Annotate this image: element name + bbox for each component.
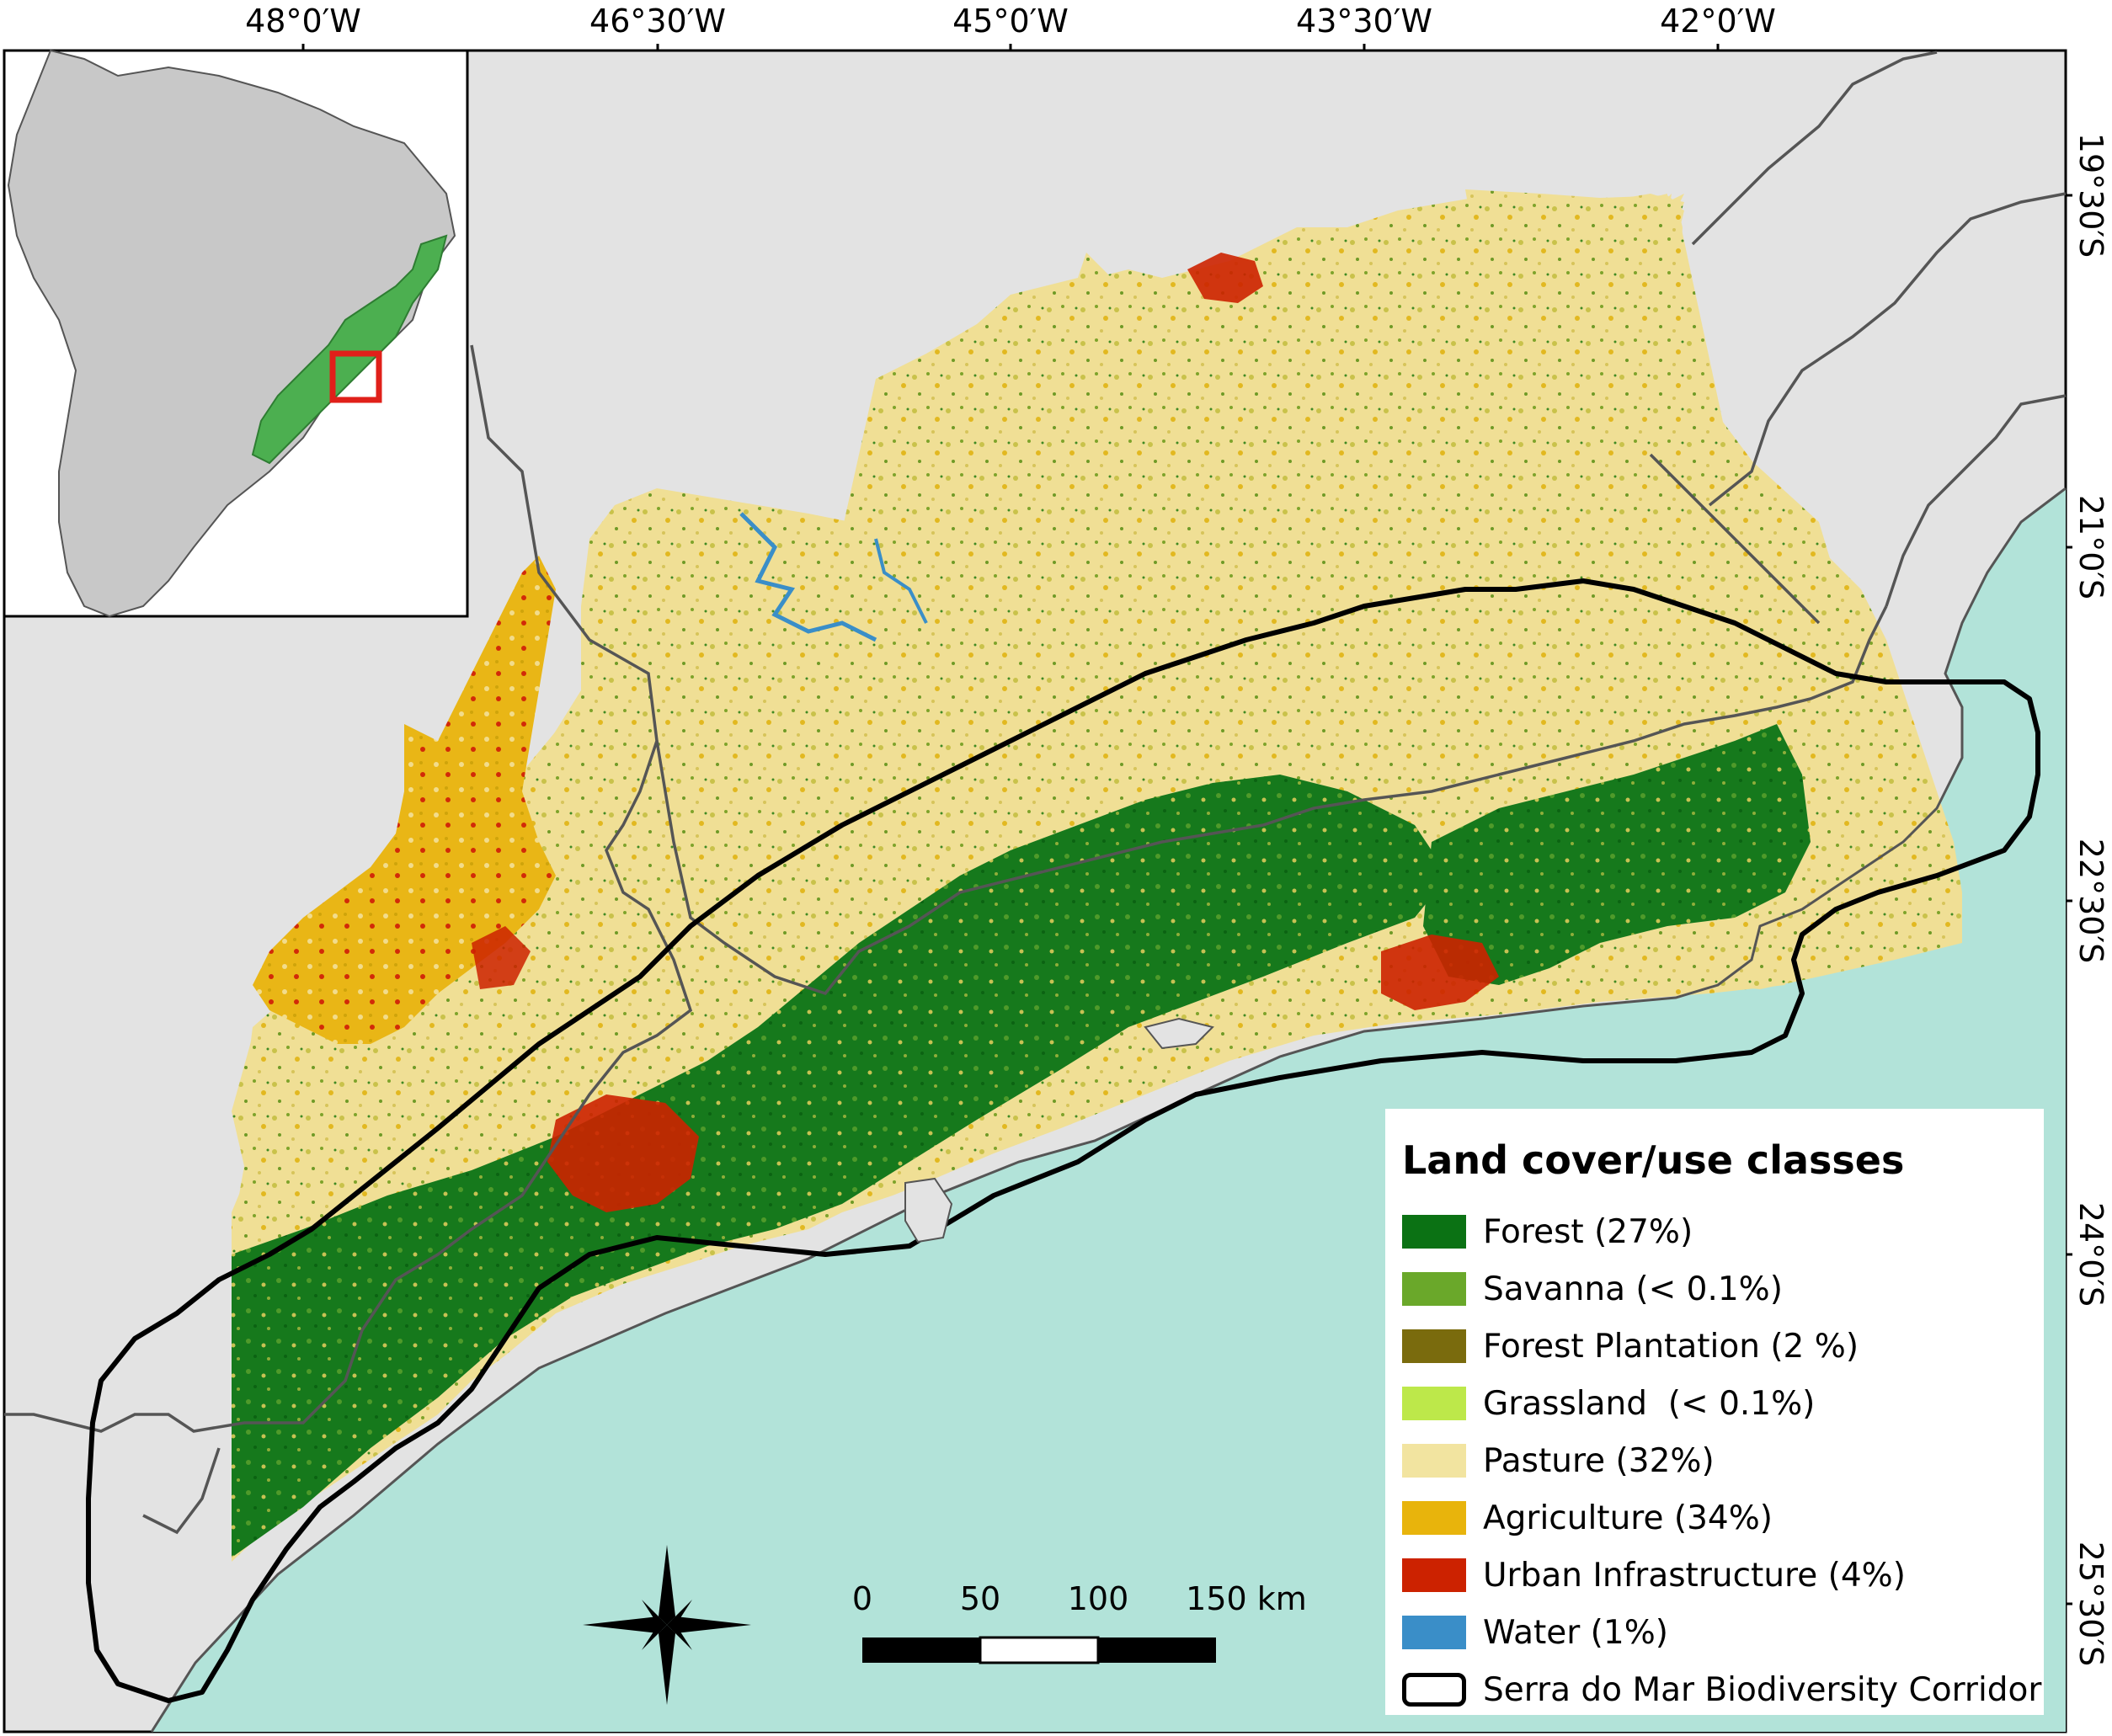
legend-label: Pasture (32%) <box>1483 1441 1715 1480</box>
legend-swatch <box>1402 1444 1466 1478</box>
legend-label: Forest Plantation (2 %) <box>1483 1327 1859 1366</box>
island-ilha-grande <box>1144 1017 1214 1050</box>
lon-label-2: 45°0′W <box>952 3 1069 40</box>
legend-swatch <box>1402 1272 1466 1306</box>
legend-label: Forest (27%) <box>1483 1212 1693 1251</box>
legend-swatch <box>1402 1387 1466 1420</box>
inset-map <box>3 49 469 618</box>
land-cover-forest-band <box>232 775 1448 1558</box>
lat-label-2: 22°30′S <box>2072 839 2109 963</box>
legend-item: Forest (27%) <box>1402 1203 2044 1260</box>
legend-label: Serra do Mar Biodiversity Corridor <box>1483 1670 2042 1709</box>
land-cover-forest-east <box>1423 724 1811 985</box>
legend-item: Forest Plantation (2 %) <box>1402 1318 2044 1375</box>
latitude-ticks <box>2066 194 2072 1606</box>
island-ilhabela <box>904 1177 953 1243</box>
scale-label-150: 150 km <box>1186 1580 1307 1617</box>
lon-label-4: 42°0′W <box>1660 3 1776 40</box>
lat-label-1: 21°0′S <box>2072 495 2109 599</box>
legend-item: Pasture (32%) <box>1402 1432 2044 1489</box>
land-cover-ne <box>1465 189 1853 741</box>
water-furnas <box>739 512 877 642</box>
state-boundaries <box>4 51 2067 1535</box>
urban-rio <box>1381 935 1499 1010</box>
lon-label-3: 43°30′W <box>1296 3 1432 40</box>
legend-swatch <box>1402 1501 1466 1535</box>
legend-item: Urban Infrastructure (4%) <box>1402 1547 2044 1604</box>
urban-bh <box>1187 253 1263 303</box>
compass-rose-icon <box>583 1545 751 1705</box>
legend-item: Agriculture (34%) <box>1402 1489 2044 1547</box>
scale-label-100: 100 <box>1068 1580 1129 1617</box>
legend-swatch <box>1402 1329 1466 1363</box>
legend-swatch <box>1402 1616 1466 1649</box>
legend-label: Agriculture (34%) <box>1483 1499 1773 1537</box>
legend-item: Savanna (< 0.1%) <box>1402 1260 2044 1318</box>
legend-label: Water (1%) <box>1483 1613 1668 1652</box>
coastline <box>150 487 2067 1733</box>
legend-item: Serra do Mar Biodiversity Corridor <box>1402 1661 2044 1718</box>
water-reservoir-2 <box>874 538 928 624</box>
legend-label: Urban Infrastructure (4%) <box>1483 1556 1906 1595</box>
legend-label: Grassland (< 0.1%) <box>1483 1384 1816 1423</box>
legend-swatch <box>1402 1215 1466 1249</box>
urban-sao-paulo <box>547 1094 699 1212</box>
legend-swatch <box>1402 1673 1466 1707</box>
longitude-ticks <box>301 44 1720 51</box>
legend: Land cover/use classes Forest (27%) Savan… <box>1385 1109 2044 1715</box>
urban-campinas <box>472 926 531 989</box>
legend-item: Water (1%) <box>1402 1604 2044 1661</box>
scale-label-0: 0 <box>852 1580 872 1617</box>
land-cover-west-agri <box>253 556 556 1044</box>
atlantic-forest-biome <box>251 234 448 465</box>
legend-title: Land cover/use classes <box>1402 1137 1905 1183</box>
legend-label: Savanna (< 0.1%) <box>1483 1270 1783 1308</box>
lon-label-0: 48°0′W <box>245 3 361 40</box>
lat-label-0: 19°30′S <box>2072 133 2109 258</box>
corridor-outline <box>86 578 2040 1703</box>
legend-swatch <box>1402 1558 1466 1592</box>
scale-bar: 0 50 100 150 km <box>852 1580 1307 1664</box>
legend-item: Grassland (< 0.1%) <box>1402 1375 2044 1432</box>
scale-label-50: 50 <box>960 1580 1000 1617</box>
legend-items: Forest (27%) Savanna (< 0.1%) Forest Plant… <box>1402 1203 2044 1718</box>
lat-label-4: 25°30′S <box>2072 1542 2109 1666</box>
inset-extent-box <box>329 350 382 403</box>
lon-label-1: 46°30′W <box>589 3 726 40</box>
south-america-land <box>7 49 456 618</box>
lat-label-3: 24°0′S <box>2072 1202 2109 1307</box>
